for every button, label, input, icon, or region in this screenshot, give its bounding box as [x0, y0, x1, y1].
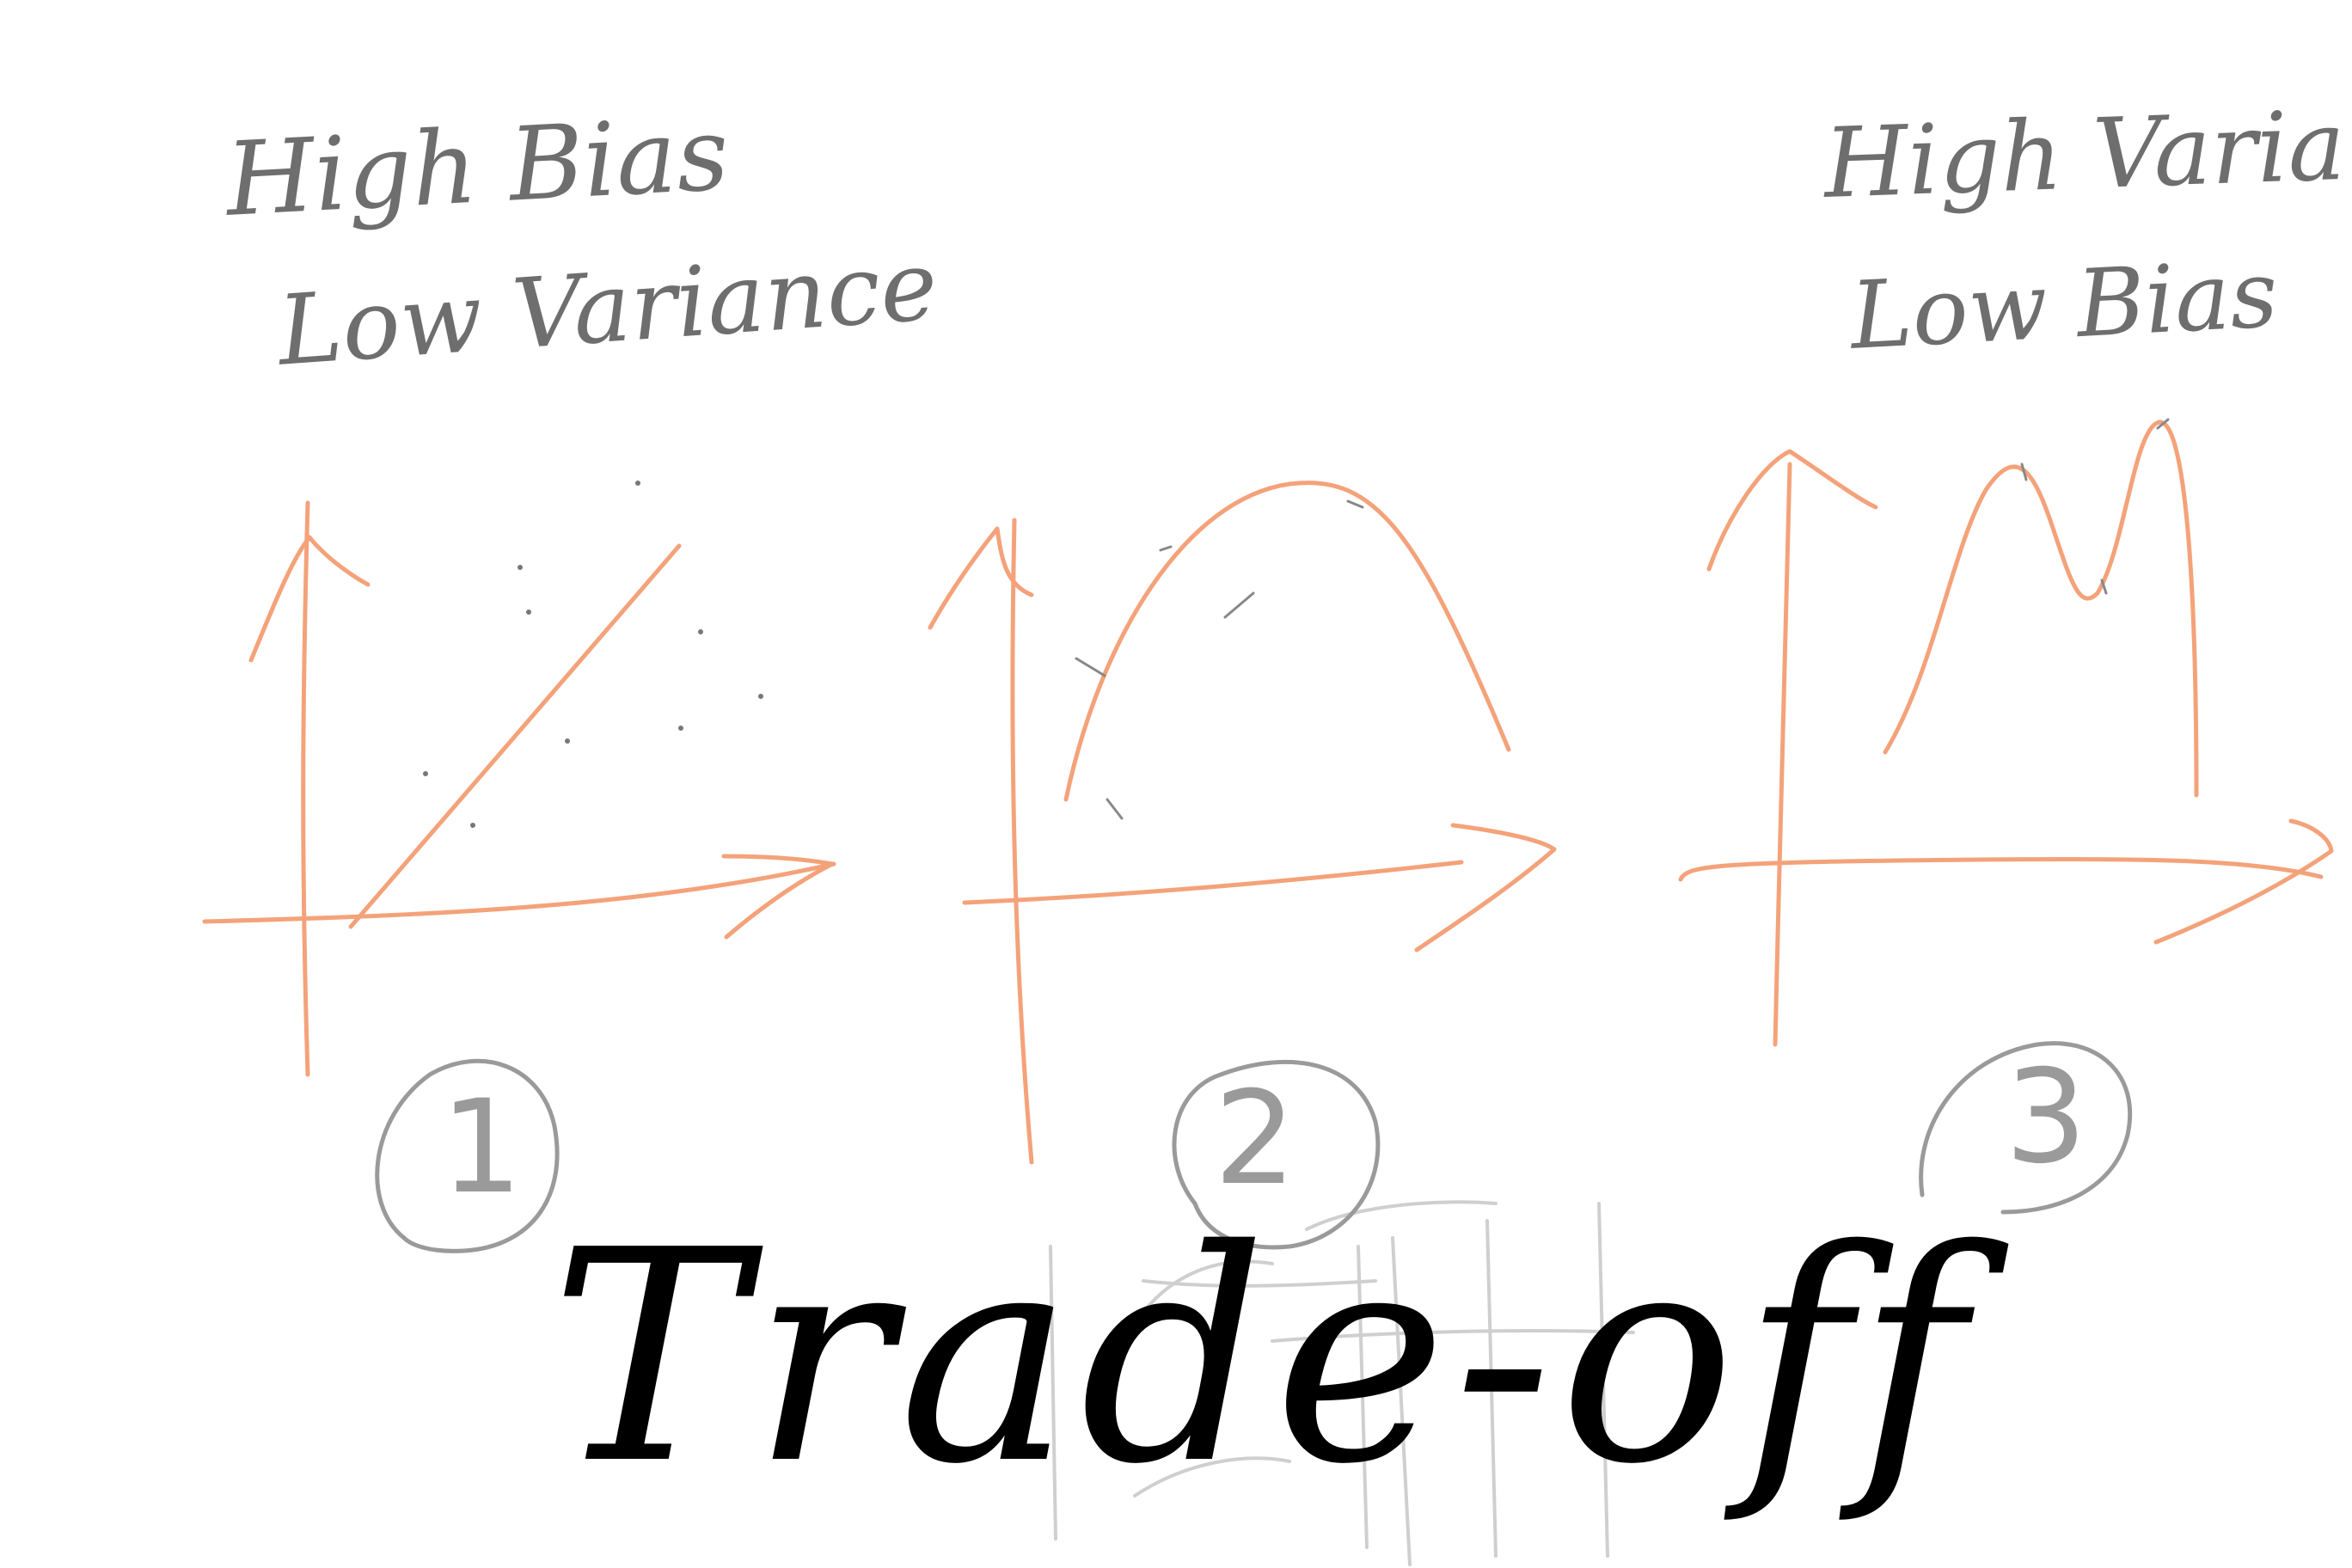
- panel-1-number: 1: [440, 1073, 523, 1222]
- panel-number-circles: [375, 1041, 2133, 1253]
- data-point: [678, 726, 683, 731]
- data-point: [1106, 798, 1124, 820]
- data-point: [1159, 545, 1173, 552]
- panel-3-number: 3: [2005, 1043, 2087, 1192]
- panel-3-axes: [1678, 420, 2334, 1047]
- data-point: [565, 738, 570, 744]
- data-point: [526, 609, 531, 615]
- panel-2-data-points: [1075, 499, 1364, 820]
- panel-3-data-points: [2020, 418, 2170, 595]
- data-point: [1346, 499, 1364, 509]
- panel-3-label-line1: High Variance: [1822, 83, 2352, 220]
- data-point: [698, 629, 703, 634]
- data-point: [2020, 462, 2028, 481]
- panel-2-number: 2: [1214, 1064, 1296, 1214]
- data-point: [758, 694, 763, 699]
- panel-2-axes: [928, 481, 1557, 1165]
- diagram-title: Trade-off: [550, 1188, 1973, 1528]
- panel-3-label-line2: Low Bias: [1847, 240, 2281, 371]
- data-point: [1075, 657, 1106, 677]
- panel-1-data-points: [423, 481, 763, 828]
- data-point: [635, 481, 640, 486]
- data-point: [2100, 579, 2108, 595]
- panel-3-graph: [1678, 418, 2334, 1047]
- ghost-strokes: [1049, 1200, 1635, 1566]
- data-point: [423, 771, 428, 776]
- circle-2: [1172, 1059, 1381, 1250]
- circle-1: [375, 1058, 560, 1253]
- data-point: [1223, 591, 1255, 619]
- data-point: [2156, 418, 2170, 430]
- panel-2-graph: [928, 481, 1557, 1165]
- panel-1-label-line1: High Bias: [223, 94, 732, 239]
- data-point: [518, 565, 523, 570]
- panel-1-axes: [202, 500, 836, 1077]
- circle-3: [1919, 1041, 2133, 1215]
- data-point: [470, 823, 475, 828]
- panel-1-graph: [202, 481, 836, 1077]
